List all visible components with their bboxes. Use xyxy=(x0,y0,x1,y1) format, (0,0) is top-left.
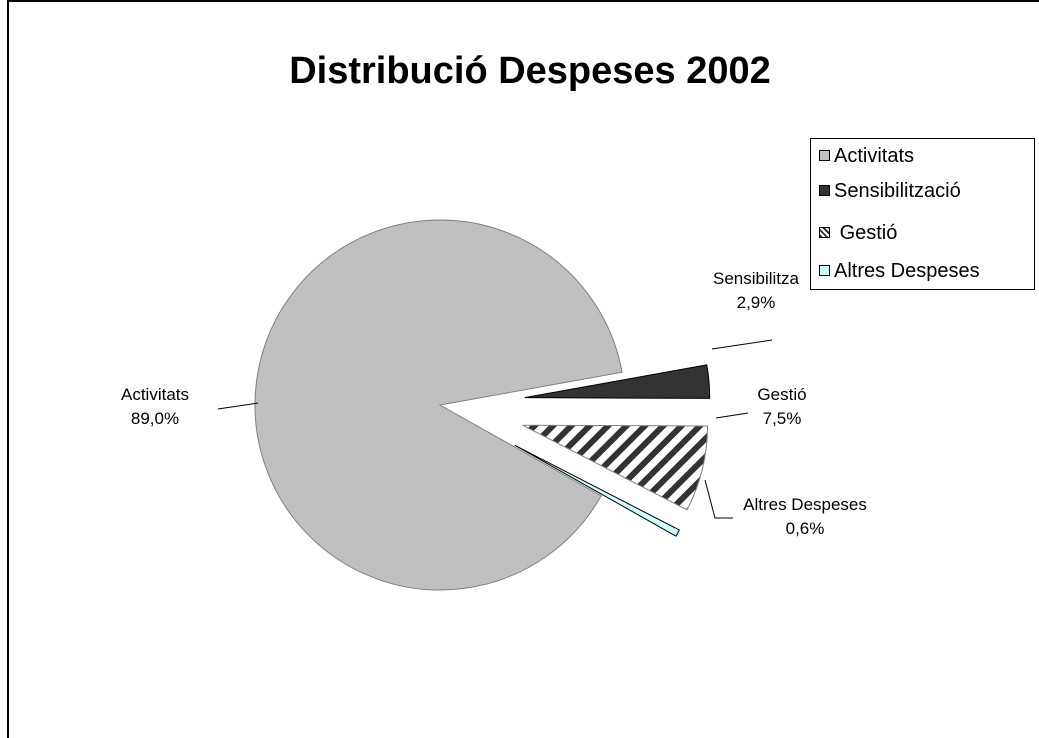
legend-label: Sensibilització xyxy=(834,180,961,202)
slice-altres-despeses xyxy=(514,444,680,537)
legend-swatch-sensibilitzacio xyxy=(819,185,830,196)
legend-label: Gestió xyxy=(839,222,898,244)
slice-value-label: 89,0% xyxy=(131,409,179,428)
slice-label: Sensibilitza xyxy=(713,269,800,288)
leader-line xyxy=(217,402,259,410)
slice-value-label: 2,9% xyxy=(737,293,776,312)
legend-swatch-gestio xyxy=(819,227,830,238)
legend-item-altres-despeses: Altres Despeses xyxy=(819,259,980,283)
legend-swatch-altres-despeses xyxy=(819,265,830,276)
leader-line xyxy=(704,479,733,519)
slice-label: Altres Despeses xyxy=(743,495,867,514)
chart-title: Distribució Despeses 2002 xyxy=(289,50,771,92)
leader-line xyxy=(715,412,749,419)
slice-activitats xyxy=(254,219,623,591)
slice-label: Activitats xyxy=(121,385,189,404)
leader-line xyxy=(711,339,773,350)
legend-label: Activitats xyxy=(834,145,915,167)
slice-label: Gestió xyxy=(757,385,806,404)
legend: Activitats Sensibilització Gestió Altres… xyxy=(810,138,1035,290)
legend-item-gestio: Gestió xyxy=(819,221,897,245)
legend-item-activitats: Activitats xyxy=(819,144,914,168)
slice-gestio xyxy=(522,424,709,511)
legend-swatch-activitats xyxy=(819,150,830,161)
slice-sensibilitzacio xyxy=(524,364,711,399)
slice-value-label: 0,6% xyxy=(786,519,825,538)
slice-value-label: 7,5% xyxy=(763,409,802,428)
legend-item-sensibilitzacio: Sensibilització xyxy=(819,179,961,203)
legend-label: Altres Despeses xyxy=(834,260,980,282)
